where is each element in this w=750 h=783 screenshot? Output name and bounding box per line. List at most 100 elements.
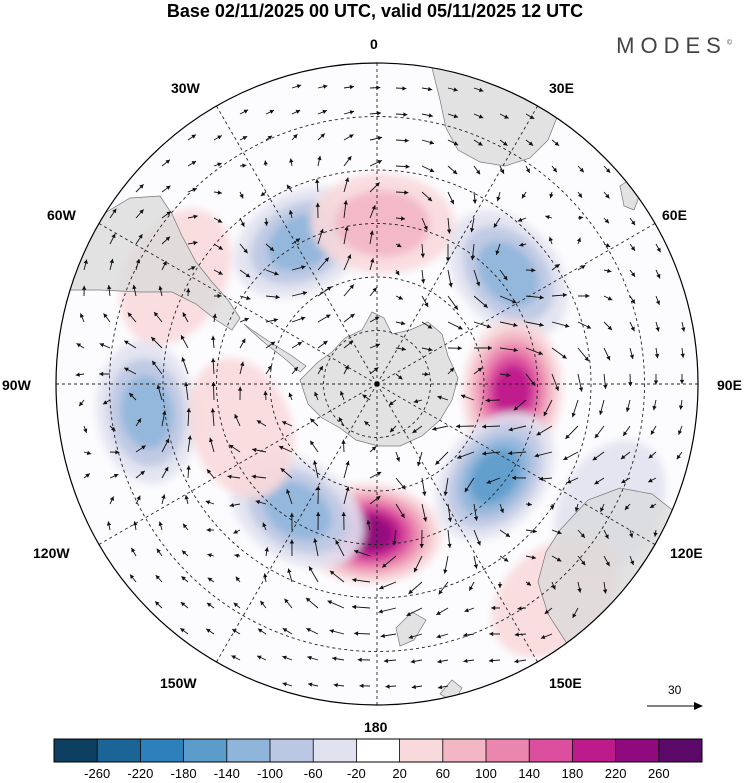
- wind-vector-head: [183, 523, 188, 529]
- wind-vector-head: [654, 353, 660, 359]
- wind-vector-head: [464, 608, 469, 613]
- anomaly-low-indian-west: [448, 210, 569, 338]
- wind-vector-head: [421, 279, 426, 284]
- wind-vector-head: [599, 410, 604, 415]
- wind-vector-head: [551, 585, 556, 590]
- wind-vector-head: [514, 632, 519, 637]
- wind-vector-head: [531, 555, 536, 560]
- wind-vector-head: [326, 286, 332, 291]
- wind-vector-head: [653, 532, 658, 537]
- wind-vector-head: [315, 179, 320, 184]
- wind-vector-head: [396, 243, 402, 247]
- wind-vector-head: [374, 316, 380, 321]
- wind-vector-head: [99, 371, 104, 377]
- map-disk: [56, 63, 698, 705]
- wind-vector-head: [408, 589, 413, 594]
- wind-vector-head: [429, 140, 434, 145]
- wind-vector-head: [282, 655, 287, 660]
- wind-vector-head: [322, 109, 327, 114]
- reference-vector: [647, 702, 703, 710]
- wind-vector-head: [594, 480, 599, 485]
- wind-vector-head: [76, 343, 82, 348]
- wind-vector-head: [323, 84, 328, 89]
- wind-vector-head: [427, 324, 433, 329]
- wind-vector-head: [233, 529, 238, 534]
- wind-vector-head: [191, 161, 197, 166]
- wind-vector-head: [364, 421, 369, 426]
- wind-vector-head: [162, 260, 167, 266]
- wind-vector-head: [300, 316, 306, 321]
- colorbar-swatch: [226, 739, 271, 762]
- wind-vector-head: [483, 303, 488, 308]
- wind-vector-head: [630, 326, 635, 332]
- wind-vector-head: [323, 340, 328, 346]
- wind-vector-head: [473, 564, 478, 569]
- wind-vector-head: [389, 401, 394, 406]
- wind-vector-head: [424, 302, 429, 307]
- wind-vector-head: [151, 337, 156, 342]
- wind-vector-head: [352, 604, 357, 610]
- colorbar-swatch: [97, 739, 141, 762]
- wind-vector-head: [242, 136, 248, 141]
- wind-vector-head: [313, 460, 318, 465]
- wind-vector-head: [623, 431, 628, 436]
- wind-vector-head: [563, 456, 568, 460]
- wind-vector-head: [270, 341, 276, 346]
- wind-vector-head: [344, 226, 349, 231]
- wind-vector-head: [246, 295, 251, 301]
- wind-vector-head: [531, 268, 536, 273]
- wind-vector-head: [286, 489, 291, 494]
- wind-vector-head: [625, 407, 631, 412]
- wind-vector-head: [443, 569, 448, 574]
- wind-vector-head: [620, 454, 626, 460]
- wind-vector-head: [604, 218, 609, 224]
- wind-vector-head: [443, 491, 448, 496]
- wind-vector-head: [398, 295, 403, 300]
- wind-vector-head: [470, 256, 475, 261]
- wind-vector-head: [327, 600, 332, 605]
- wind-vector-head: [495, 250, 500, 255]
- wind-vector-head: [217, 135, 222, 140]
- wind-vector-head: [218, 270, 223, 275]
- wind-vector-head: [181, 576, 186, 581]
- colorbar-swatch: [270, 739, 314, 762]
- wind-vector-head: [499, 508, 504, 513]
- anomaly-high-bellingshausen: [188, 357, 294, 499]
- wind-vector-head: [132, 284, 137, 290]
- wind-vector-head: [289, 158, 294, 163]
- wind-vector-head: [410, 659, 415, 664]
- wind-vector-head: [234, 414, 239, 419]
- wind-vector-head: [376, 111, 382, 116]
- wind-vector-head: [513, 406, 519, 411]
- colorbar-swatch: [658, 739, 703, 762]
- wind-vector-head: [234, 553, 239, 558]
- wind-vector-head: [497, 584, 503, 588]
- wind-vector-head: [366, 520, 371, 525]
- wind-vector-head: [371, 205, 376, 210]
- anomaly-contour: [477, 241, 539, 307]
- wind-vector-head: [562, 354, 567, 359]
- wind-vector-head: [377, 136, 383, 141]
- wind-vector-head: [329, 570, 335, 575]
- wind-vector-head: [372, 287, 377, 292]
- wind-vector-head: [517, 606, 522, 611]
- wind-vector-head: [519, 242, 524, 247]
- wind-vector-head: [437, 659, 442, 664]
- wind-vector-head: [449, 367, 454, 373]
- wind-vector-head: [506, 372, 511, 378]
- wind-vector-head: [165, 236, 170, 241]
- wind-vector-head: [574, 507, 580, 512]
- wind-vector-head: [489, 631, 494, 637]
- wind-vector-head: [140, 470, 145, 476]
- wind-vector-head: [539, 476, 544, 481]
- wind-vector-head: [357, 657, 362, 662]
- wind-vector-head: [313, 538, 318, 543]
- wind-vector-head: [605, 243, 611, 248]
- wind-vector-head: [377, 160, 382, 165]
- wind-vector-head: [513, 322, 518, 328]
- colorbar: [53, 738, 703, 763]
- wind-vector-head: [103, 400, 108, 405]
- wind-vector-head: [158, 521, 163, 526]
- colorbar-swatch: [572, 739, 616, 762]
- wind-vector-head: [106, 521, 112, 526]
